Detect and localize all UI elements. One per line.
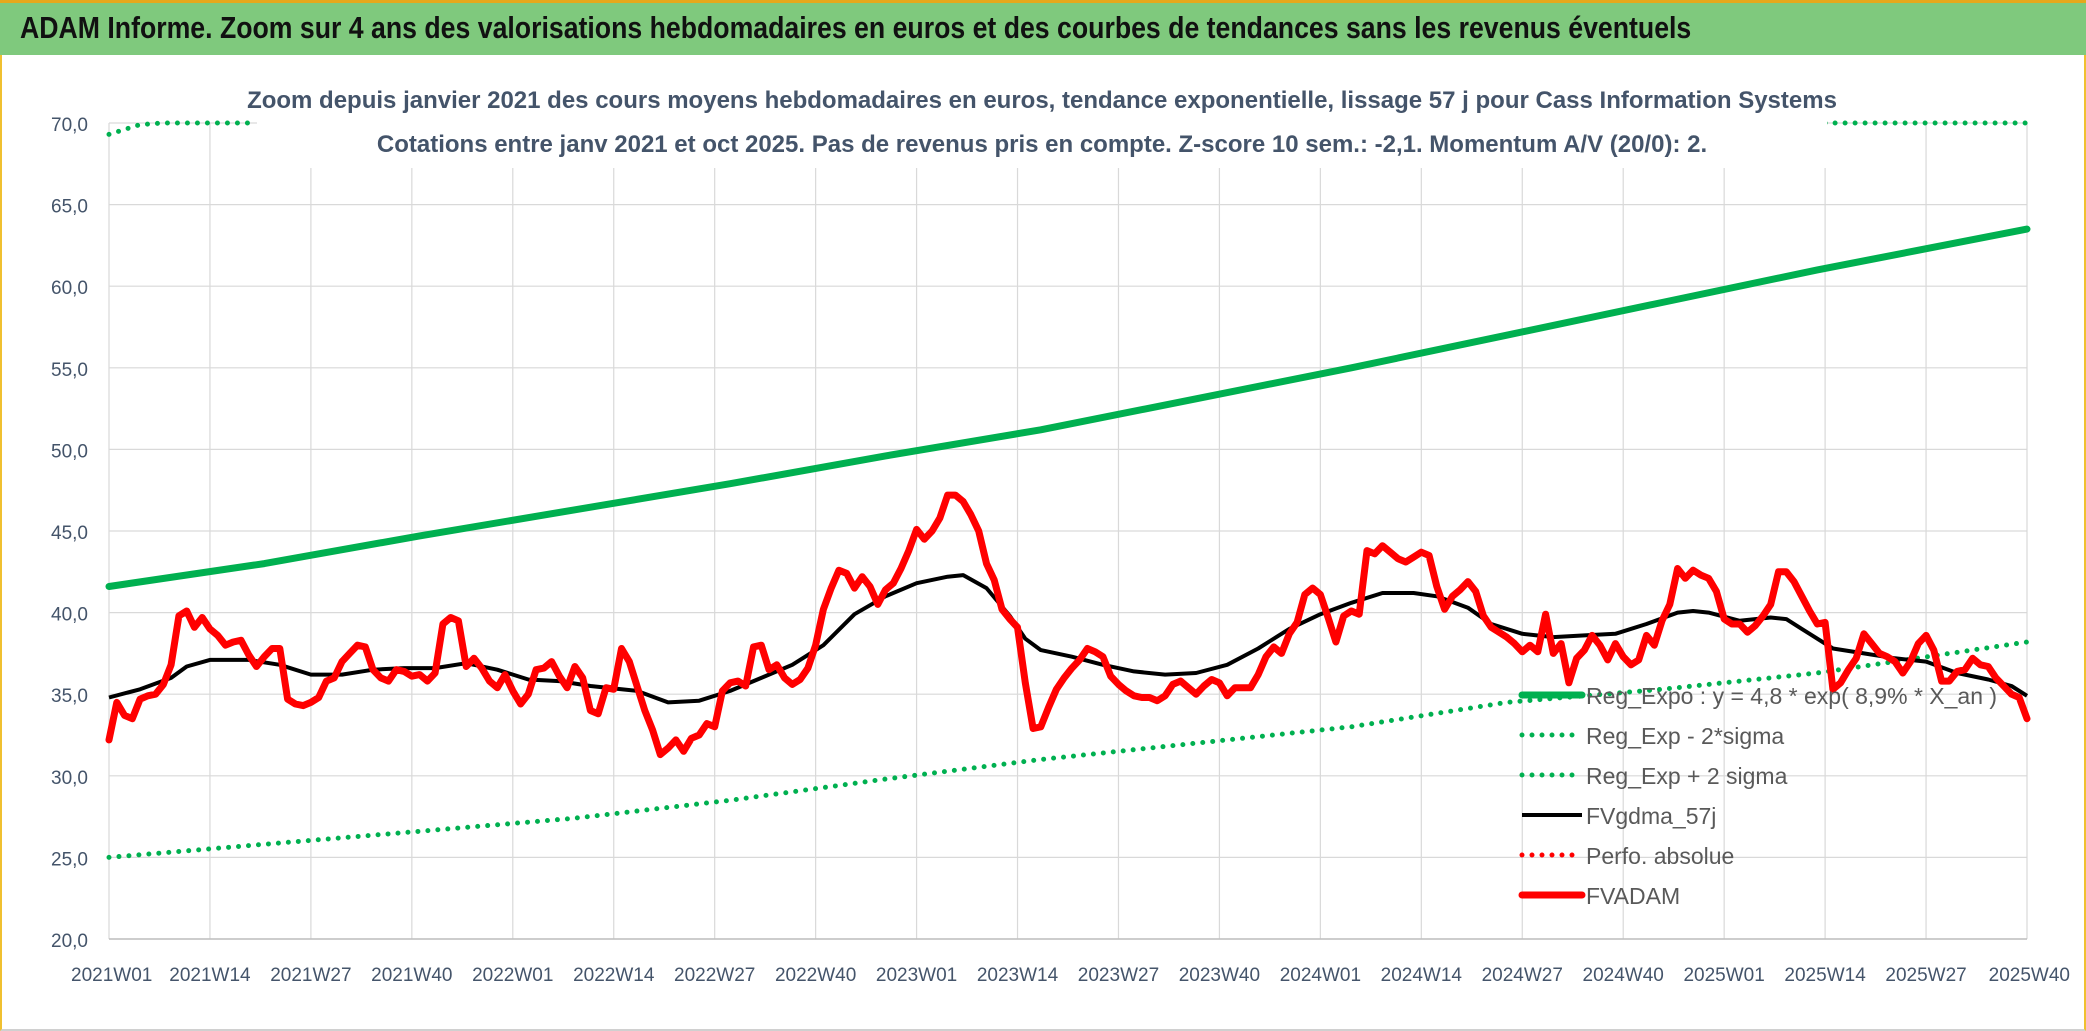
series-line-reg-exp-2-sigma <box>106 639 2030 860</box>
legend: Reg_Expo : y = 4,8 * exp( 8,9% * X_an ) R… <box>1518 683 1997 909</box>
x-tick-label: 2024W14 <box>1381 965 1463 986</box>
y-tick-label: 65,0 <box>51 197 88 218</box>
legend-label: FVgdma_57j <box>1586 803 1716 829</box>
y-tick-label: 30,0 <box>51 768 88 789</box>
x-tick-label: 2021W01 <box>71 965 152 986</box>
chart-title-line-1: Zoom depuis janvier 2021 des cours moyen… <box>247 87 1837 114</box>
x-tick-label: 2024W01 <box>1280 965 1361 986</box>
gridlines <box>108 122 2028 940</box>
x-tick-label: 2022W14 <box>573 965 655 986</box>
y-tick-label: 35,0 <box>51 686 88 707</box>
x-tick-label: 2022W27 <box>674 965 755 986</box>
y-tick-label: 40,0 <box>51 605 88 626</box>
x-tick-label: 2025W40 <box>1989 965 2070 986</box>
x-tick-label: 2025W01 <box>1683 965 1764 986</box>
x-tick-label: 2023W01 <box>876 965 957 986</box>
x-tick-label: 2022W01 <box>472 965 553 986</box>
page-title: ADAM Informe. Zoom sur 4 ans des valoris… <box>20 10 1692 45</box>
title-background <box>257 84 1827 168</box>
y-tick-label: 70,0 <box>51 115 88 136</box>
series-line-fvgdma-57j <box>108 573 2029 705</box>
series-line-reg-expo-y-4-8-exp-8-9-x-an <box>105 225 2031 590</box>
series-line-fvadam <box>105 491 2031 759</box>
x-tick-label: 2021W27 <box>270 965 351 986</box>
legend-label: Reg_Exp + 2 sigma <box>1586 763 1788 789</box>
y-axis: 20,0 25,0 30,0 35,0 40,0 45,0 50,0 55,0 60,0 65,0… <box>51 115 88 952</box>
legend-label: Perfo. absolue <box>1586 843 1734 869</box>
legend-label: Reg_Exp - 2*sigma <box>1586 723 1784 749</box>
y-tick-label: 45,0 <box>51 523 88 544</box>
x-tick-label: 2023W40 <box>1179 965 1260 986</box>
x-tick-label: 2023W14 <box>977 965 1059 986</box>
legend-label: Reg_Expo : y = 4,8 * exp( 8,9% * X_an ) <box>1586 683 1997 709</box>
y-tick-label: 60,0 <box>51 278 88 299</box>
line-chart: 20,0 25,0 30,0 35,0 40,0 45,0 50,0 55,0 60,0 65,0… <box>51 84 2070 986</box>
legend-label: FVADAM <box>1586 883 1680 909</box>
x-tick-label: 2024W40 <box>1583 965 1664 986</box>
x-tick-label: 2021W40 <box>371 965 452 986</box>
x-tick-label: 2023W27 <box>1078 965 1159 986</box>
y-tick-label: 50,0 <box>51 441 88 462</box>
x-tick-label: 2024W27 <box>1482 965 1563 986</box>
x-tick-label: 2025W27 <box>1885 965 1966 986</box>
chart-area: 20,0 25,0 30,0 35,0 40,0 45,0 50,0 55,0 60,0 65,0… <box>0 55 2086 1031</box>
x-tick-label: 2025W14 <box>1784 965 1866 986</box>
header-banner: ADAM Informe. Zoom sur 4 ans des valoris… <box>0 0 2086 55</box>
y-tick-label: 25,0 <box>51 849 88 870</box>
x-tick-label: 2022W40 <box>775 965 856 986</box>
series-line-reg-exp-2-sigma <box>106 120 259 137</box>
x-axis: 2021W01 2021W14 2021W27 2021W40 2022W01 2022W… <box>71 938 2070 986</box>
y-tick-label: 20,0 <box>51 931 88 952</box>
series-group <box>105 120 2031 860</box>
chart-title-line-2: Cotations entre janv 2021 et oct 2025. P… <box>377 131 1707 158</box>
x-tick-label: 2021W14 <box>169 965 251 986</box>
y-tick-label: 55,0 <box>51 360 88 381</box>
